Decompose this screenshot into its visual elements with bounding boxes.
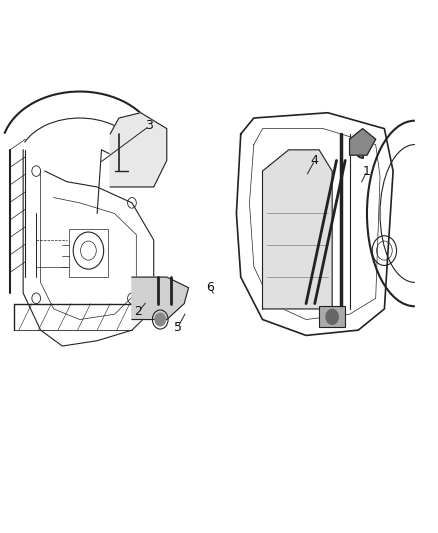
FancyBboxPatch shape [319, 306, 345, 327]
Polygon shape [110, 113, 167, 187]
Circle shape [326, 310, 338, 324]
Text: 4: 4 [311, 154, 319, 167]
Text: 3: 3 [145, 119, 153, 133]
Circle shape [155, 313, 166, 326]
Text: 1: 1 [363, 165, 371, 177]
Text: 5: 5 [173, 321, 182, 334]
Text: 6: 6 [206, 281, 214, 294]
Polygon shape [350, 128, 376, 155]
Text: 2: 2 [134, 305, 142, 318]
Polygon shape [262, 150, 332, 309]
Polygon shape [132, 277, 188, 319]
